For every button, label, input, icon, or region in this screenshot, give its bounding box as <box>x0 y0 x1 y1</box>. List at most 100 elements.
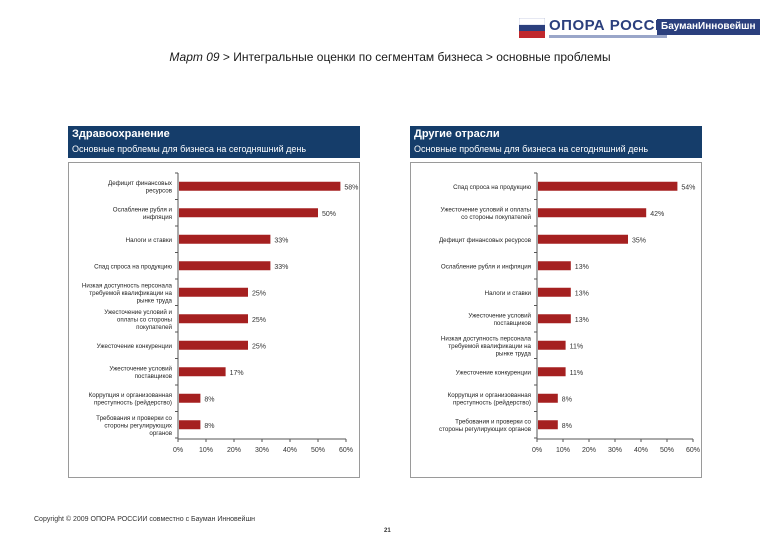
bar <box>538 393 558 403</box>
category-label: Ослабление рубля и инфляция <box>113 207 173 222</box>
data-label: 8% <box>562 396 572 403</box>
data-label: 33% <box>274 237 288 244</box>
panel-title-healthcare: Здравоохранение <box>72 128 170 140</box>
x-tick-label: 20% <box>227 447 241 454</box>
data-label: 33% <box>274 264 288 271</box>
category-label-line: Дефицит финансовых <box>108 180 173 187</box>
category-label-line: Низкая доступность персонала <box>82 282 173 289</box>
category-label: Спад спроса на продукцию <box>94 263 172 270</box>
category-label: Дефицит финансовых ресурсов <box>108 180 173 195</box>
page-title: Март 09 > Интегральные оценки по сегмент… <box>0 50 780 64</box>
data-label: 11% <box>570 343 584 350</box>
category-label-line: Низкая доступность персонала <box>441 335 532 342</box>
category-label-line: покупателей <box>136 324 172 331</box>
category-label-line: рынке труда <box>137 297 173 304</box>
category-label-line: Ужесточение конкуренции <box>456 369 532 376</box>
category-label-line: преступность (рейдерство) <box>94 400 172 407</box>
category-label-line: поставщиков <box>135 373 173 380</box>
category-label-line: ресурсов <box>146 188 173 195</box>
category-label-line: Ослабление рубля и <box>113 207 173 214</box>
category-label: Ужесточение конкуренции <box>456 369 532 376</box>
data-label: 8% <box>204 396 214 403</box>
brand-name: ОПОРА РОССИИ <box>549 17 678 34</box>
panel-healthcare: Здравоохранение Основные проблемы для би… <box>68 126 360 478</box>
x-tick-label: 40% <box>634 447 648 454</box>
category-label-line: Ужесточение условий <box>468 313 531 320</box>
data-label: 25% <box>252 343 266 350</box>
chart-box-healthcare: 0% 10% 20% 30% 40% 50% 60% 58% Дефицит финансовы… <box>68 162 360 478</box>
x-tick-label: 0% <box>532 447 542 454</box>
bar <box>538 420 558 430</box>
category-label: Коррупция и организованная преступность (… <box>89 392 172 407</box>
bar <box>179 393 201 403</box>
x-tick-label: 10% <box>199 447 213 454</box>
category-label-line: поставщиков <box>494 320 532 327</box>
category-label-line: Налоги и ставки <box>485 290 532 297</box>
flag-icon <box>519 18 545 38</box>
data-label: 35% <box>632 237 646 244</box>
data-label: 42% <box>650 211 664 218</box>
panel-header-healthcare: Здравоохранение Основные проблемы для би… <box>68 126 360 158</box>
data-label: 25% <box>252 317 266 324</box>
panel-header-other-industries: Другие отрасли Основные проблемы для биз… <box>410 126 702 158</box>
data-label: 11% <box>570 370 584 377</box>
data-label: 50% <box>322 211 336 218</box>
x-tick-label: 60% <box>686 447 700 454</box>
category-label: Требования и проверки со стороны регулиру… <box>439 419 532 434</box>
bar <box>538 181 678 191</box>
category-label: Ужесточение условий поставщиков <box>109 366 172 381</box>
category-label-line: Дефицит финансовых ресурсов <box>439 237 532 244</box>
data-label: 13% <box>575 290 589 297</box>
category-label-line: Спад спроса на продукцию <box>453 184 531 191</box>
category-label: Низкая доступность персонала требуемой кв… <box>82 282 173 304</box>
x-tick-label: 30% <box>255 447 269 454</box>
category-label: Налоги и ставки <box>126 237 173 244</box>
x-tick-label: 0% <box>173 447 183 454</box>
panel-other-industries: Другие отрасли Основные проблемы для биз… <box>410 126 702 478</box>
chart-other-industries: 0% 10% 20% 30% 40% 50% 60% 54% Спад спроса на пр… <box>439 172 700 454</box>
partner-badge: БауманИнновейшн <box>657 19 760 35</box>
category-label: Коррупция и организованная преступность (… <box>448 392 531 407</box>
category-label-line: Ужесточение условий <box>109 366 172 373</box>
category-label-line: Спад спроса на продукцию <box>94 263 172 270</box>
x-tick-label: 40% <box>283 447 297 454</box>
data-label: 8% <box>204 423 214 430</box>
page-title-path: > Интегральные оценки по сегментам бизне… <box>219 50 611 64</box>
data-label: 13% <box>575 264 589 271</box>
bar <box>538 314 571 324</box>
category-label: Низкая доступность персонала требуемой кв… <box>441 335 532 357</box>
bar <box>179 208 318 218</box>
data-label: 13% <box>575 317 589 324</box>
x-tick-label: 50% <box>311 447 325 454</box>
category-label: Спад спроса на продукцию <box>453 184 531 191</box>
category-label-line: Коррупция и организованная <box>89 392 172 399</box>
data-label: 17% <box>230 370 244 377</box>
category-label: Ужесточение конкуренции <box>97 343 173 350</box>
bar <box>179 420 201 430</box>
category-label-line: Требования и проверки со <box>96 415 172 422</box>
panel-subtitle-other-industries: Основные проблемы для бизнеса на сегодня… <box>414 144 649 154</box>
panel-title-other-industries: Другие отрасли <box>414 128 500 140</box>
bar <box>538 287 571 297</box>
x-tick-label: 10% <box>556 447 570 454</box>
category-label-line: стороны регулирующих <box>104 422 173 429</box>
category-label: Ужесточение условий поставщиков <box>468 313 531 328</box>
x-tick-label: 60% <box>339 447 353 454</box>
category-label-line: рынке труда <box>496 350 532 357</box>
category-label-line: оплаты со стороны <box>117 316 173 323</box>
category-label-line: требуемой квалификации на <box>448 343 531 350</box>
category-label-line: инфляция <box>143 214 172 221</box>
bar <box>179 367 226 377</box>
category-label: Налоги и ставки <box>485 290 532 297</box>
category-label-line: преступность (рейдерство) <box>453 400 531 407</box>
bar <box>179 314 248 324</box>
flag-white-stripe <box>519 18 545 26</box>
bar <box>538 208 647 218</box>
category-label-line: Ужесточение конкуренции <box>97 343 173 350</box>
category-label-line: со стороны покупателей <box>461 214 531 221</box>
category-label-line: Ужесточение условий и оплаты <box>441 207 532 214</box>
category-label-line: Ужесточение условий и <box>104 309 172 316</box>
category-label-line: Коррупция и организованная <box>448 392 531 399</box>
bar <box>538 367 566 377</box>
page-title-date: Март 09 <box>169 50 220 64</box>
